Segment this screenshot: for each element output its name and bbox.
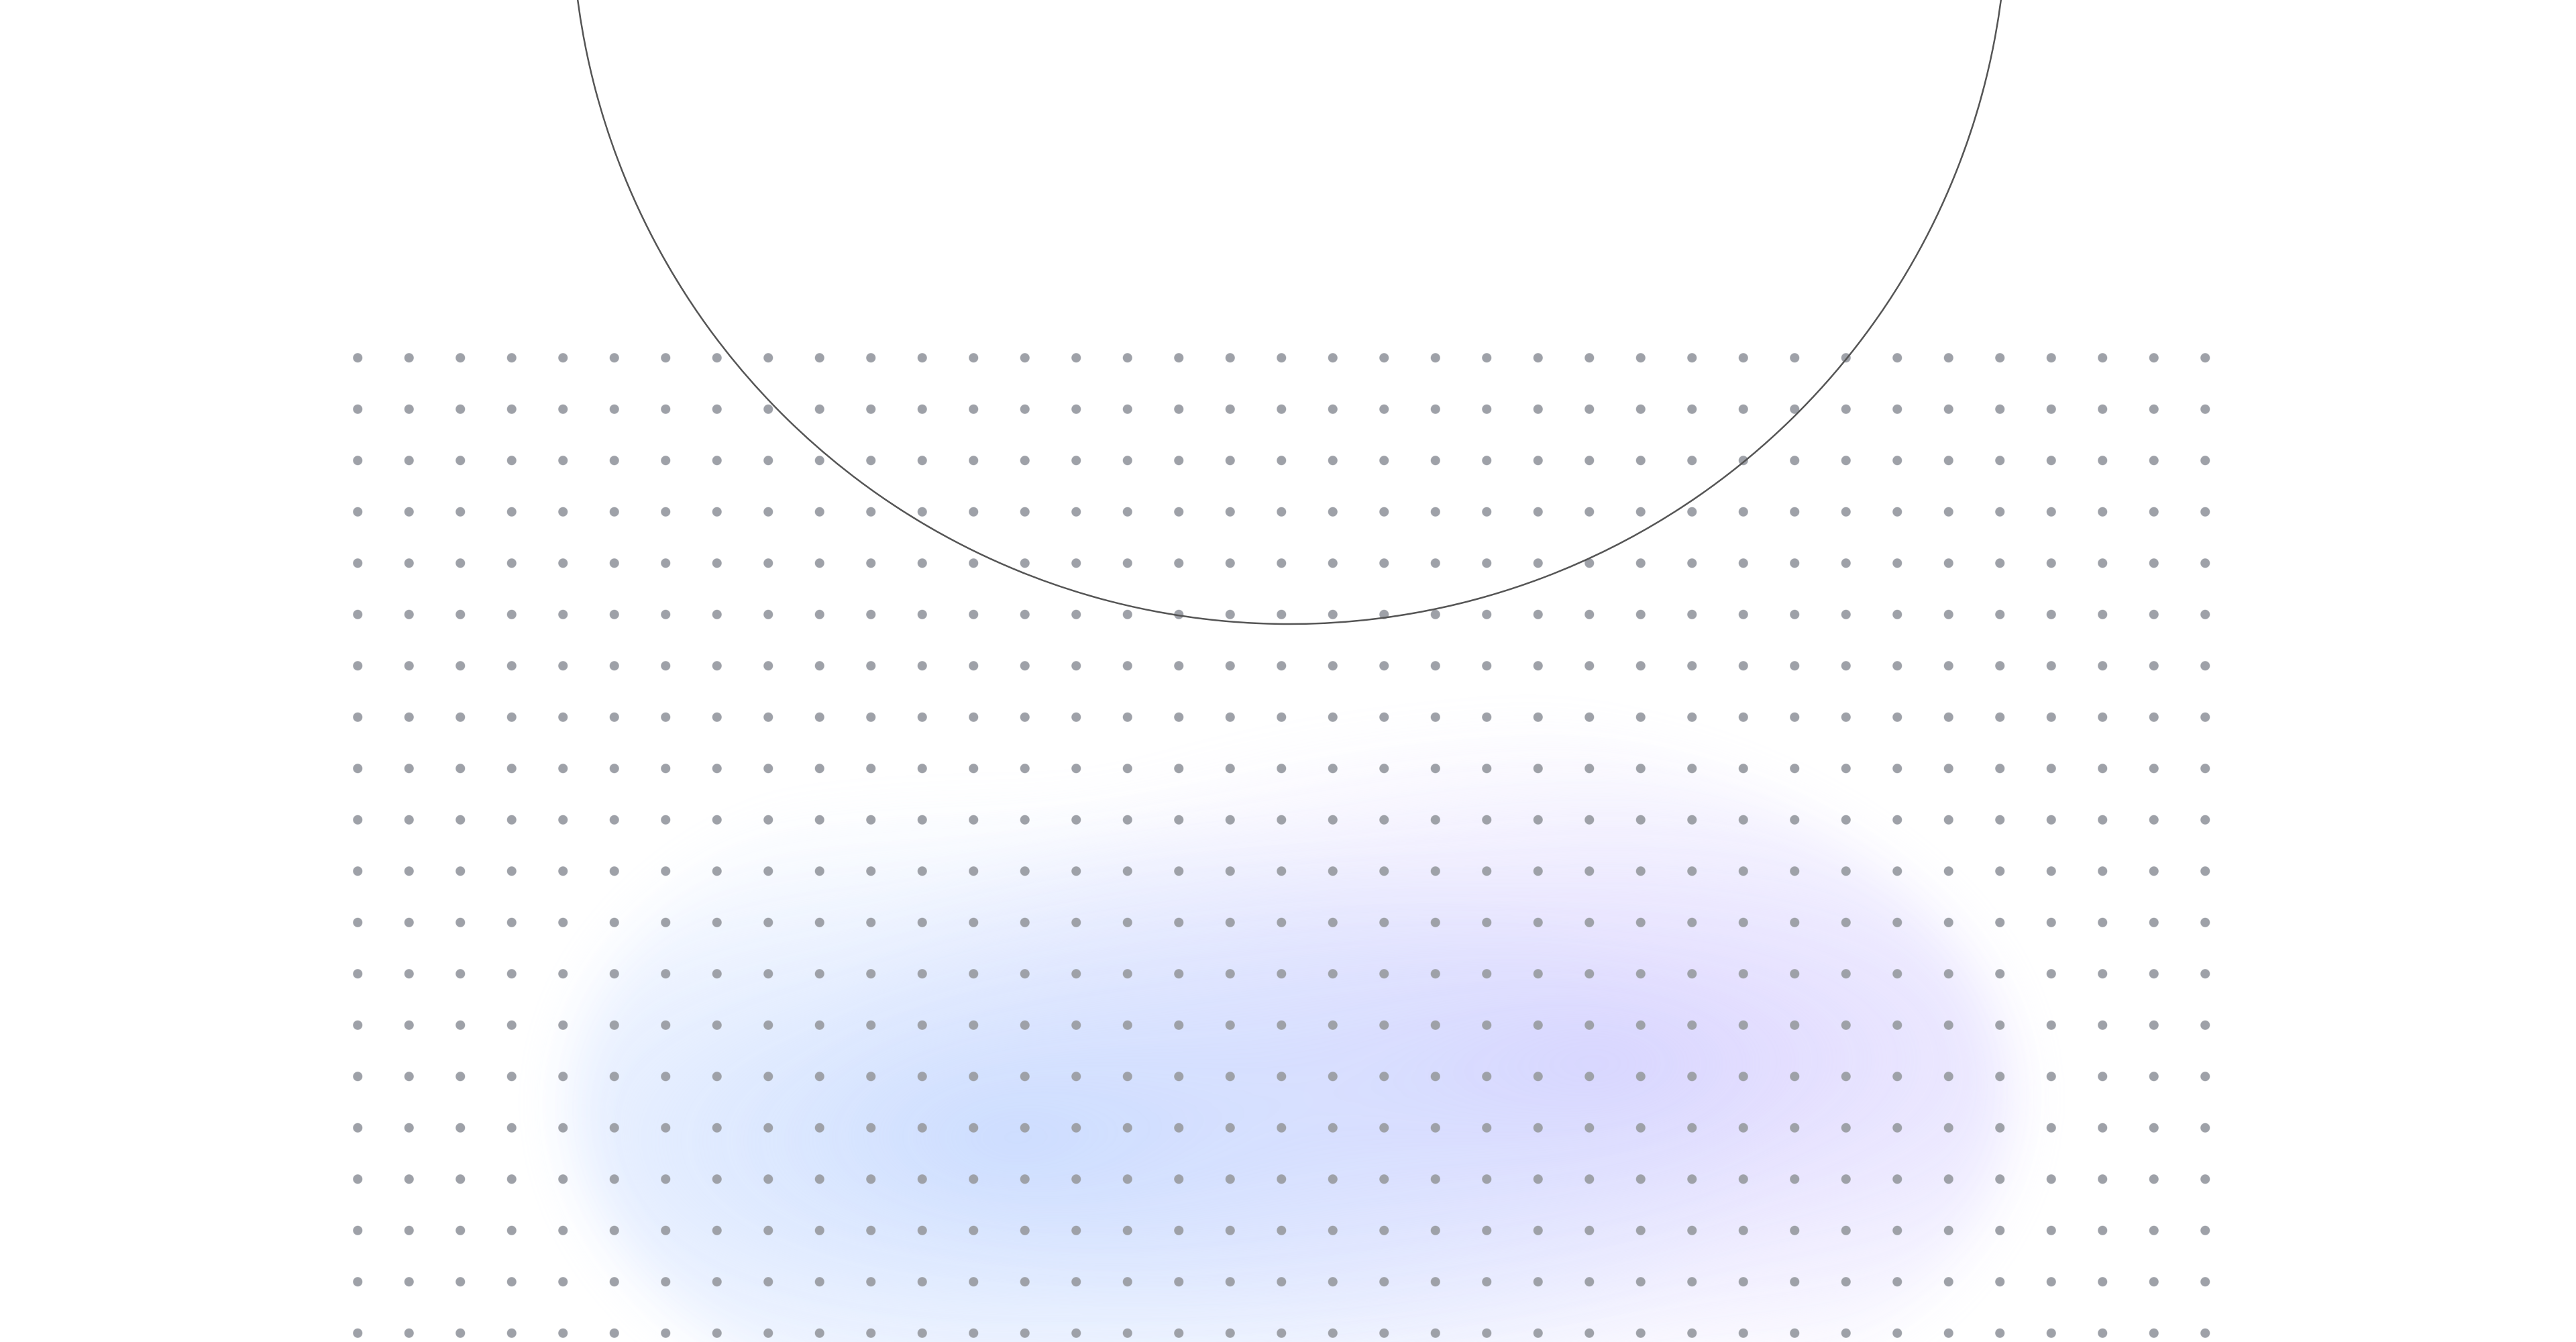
dot-pattern (332, 332, 2244, 1342)
